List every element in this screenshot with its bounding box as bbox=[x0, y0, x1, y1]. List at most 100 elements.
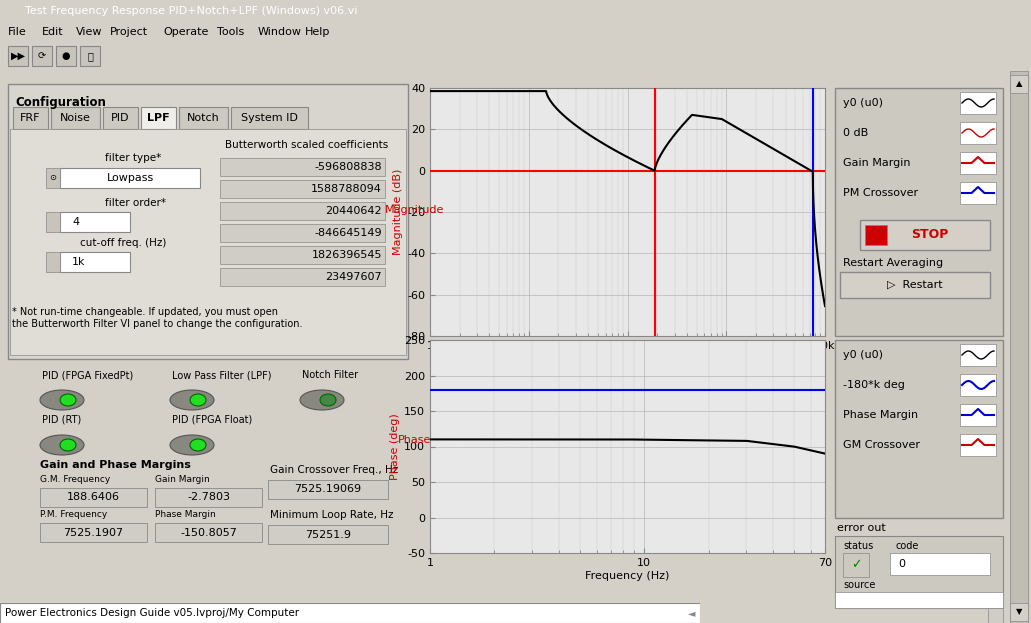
Text: 4: 4 bbox=[72, 217, 79, 227]
Bar bbox=[10, 129, 406, 355]
Text: 23497607: 23497607 bbox=[326, 272, 383, 282]
Bar bbox=[1010, 603, 1028, 621]
Text: 1k: 1k bbox=[72, 257, 86, 267]
X-axis label: Frequency (Hz): Frequency (Hz) bbox=[586, 571, 670, 581]
Text: Phase Margin: Phase Margin bbox=[843, 410, 919, 420]
Bar bbox=[32, 46, 52, 66]
Bar bbox=[890, 553, 990, 575]
Bar bbox=[46, 168, 60, 188]
Bar bbox=[155, 488, 262, 507]
Text: 1826396545: 1826396545 bbox=[311, 250, 383, 260]
Text: Configuration: Configuration bbox=[15, 96, 106, 109]
Bar bbox=[40, 488, 147, 507]
Ellipse shape bbox=[190, 439, 206, 451]
Bar bbox=[220, 158, 385, 176]
Bar bbox=[840, 272, 990, 298]
Text: Phase: Phase bbox=[398, 435, 432, 445]
Bar bbox=[835, 88, 1003, 336]
Text: filter order*: filter order* bbox=[105, 198, 166, 208]
Bar bbox=[960, 122, 996, 144]
Text: error out: error out bbox=[837, 523, 886, 533]
Bar bbox=[46, 212, 60, 232]
Ellipse shape bbox=[40, 390, 84, 410]
Text: Power Electronics Design Guide v05.lvproj/My Computer: Power Electronics Design Guide v05.lvpro… bbox=[5, 608, 299, 618]
Text: Gain and Phase Margins: Gain and Phase Margins bbox=[40, 460, 191, 470]
Ellipse shape bbox=[60, 439, 76, 451]
Bar bbox=[988, 608, 1003, 623]
Text: Gain Margin: Gain Margin bbox=[155, 475, 209, 484]
Text: File: File bbox=[8, 27, 27, 37]
Text: code: code bbox=[895, 541, 919, 551]
Bar bbox=[220, 202, 385, 220]
Bar bbox=[960, 434, 996, 456]
Bar bbox=[40, 523, 147, 542]
Bar bbox=[865, 225, 887, 245]
Bar bbox=[46, 252, 60, 272]
Bar bbox=[835, 536, 1003, 608]
Text: View: View bbox=[76, 27, 102, 37]
Ellipse shape bbox=[320, 394, 336, 406]
Ellipse shape bbox=[190, 394, 206, 406]
Text: Restart Averaging: Restart Averaging bbox=[843, 258, 943, 268]
Bar bbox=[141, 107, 176, 129]
Text: -180*k deg: -180*k deg bbox=[843, 380, 905, 390]
Bar bbox=[960, 344, 996, 366]
Bar bbox=[56, 46, 76, 66]
Text: 20440642: 20440642 bbox=[326, 206, 383, 216]
Text: ⟳: ⟳ bbox=[38, 51, 46, 61]
Text: ⏸: ⏸ bbox=[87, 51, 93, 61]
Text: Minimum Loop Rate, Hz: Minimum Loop Rate, Hz bbox=[270, 510, 394, 520]
Bar bbox=[960, 182, 996, 204]
Text: ▶▶: ▶▶ bbox=[10, 51, 26, 61]
Text: Noise: Noise bbox=[60, 113, 91, 123]
Text: -150.8057: -150.8057 bbox=[180, 528, 237, 538]
Bar bbox=[960, 152, 996, 174]
Bar bbox=[220, 180, 385, 198]
Bar bbox=[8, 46, 28, 66]
Bar bbox=[843, 553, 869, 577]
Text: LPF: LPF bbox=[147, 113, 170, 123]
Text: Phase Margin: Phase Margin bbox=[155, 510, 215, 519]
Text: Gain Margin: Gain Margin bbox=[843, 158, 910, 168]
Text: Operate: Operate bbox=[164, 27, 209, 37]
Text: PID (FPGA FixedPt): PID (FPGA FixedPt) bbox=[42, 370, 133, 380]
Text: PM Crossover: PM Crossover bbox=[843, 188, 919, 198]
Text: ▲: ▲ bbox=[1016, 80, 1023, 88]
Text: ●: ● bbox=[62, 51, 70, 61]
Text: y0 (u0): y0 (u0) bbox=[843, 350, 883, 360]
Text: PID (RT): PID (RT) bbox=[42, 415, 81, 425]
Y-axis label: Phase (deg): Phase (deg) bbox=[390, 413, 400, 480]
Text: -596808838: -596808838 bbox=[314, 162, 383, 172]
Bar bbox=[1010, 71, 1028, 623]
Text: Help: Help bbox=[304, 27, 330, 37]
Text: y0 (u0): y0 (u0) bbox=[843, 98, 883, 108]
Text: * Not run-time changeable. If updated, you must open
the Butterworth Filter VI p: * Not run-time changeable. If updated, y… bbox=[12, 307, 302, 328]
Text: Butterworth scaled coefficients: Butterworth scaled coefficients bbox=[225, 140, 389, 150]
Text: P.M. Frequency: P.M. Frequency bbox=[40, 510, 107, 519]
Ellipse shape bbox=[170, 390, 214, 410]
Bar bbox=[51, 107, 100, 129]
Bar bbox=[60, 212, 130, 232]
Bar bbox=[155, 523, 262, 542]
Text: PID (FPGA Float): PID (FPGA Float) bbox=[172, 415, 253, 425]
Bar bbox=[220, 224, 385, 242]
Bar bbox=[860, 220, 990, 250]
Text: filter type*: filter type* bbox=[105, 153, 161, 163]
Text: ◄: ◄ bbox=[688, 608, 695, 618]
Text: FRF: FRF bbox=[21, 113, 41, 123]
Text: GM Crossover: GM Crossover bbox=[843, 440, 920, 450]
Text: G.M. Frequency: G.M. Frequency bbox=[40, 475, 110, 484]
Ellipse shape bbox=[170, 435, 214, 455]
Text: Edit: Edit bbox=[42, 27, 64, 37]
Bar bbox=[960, 92, 996, 114]
Text: System ID: System ID bbox=[241, 113, 298, 123]
Text: Low Pass Filter (LPF): Low Pass Filter (LPF) bbox=[172, 370, 271, 380]
Text: Window: Window bbox=[258, 27, 301, 37]
Text: Notch Filter: Notch Filter bbox=[302, 370, 358, 380]
Text: 7525.1907: 7525.1907 bbox=[64, 528, 124, 538]
Text: ▼: ▼ bbox=[1016, 607, 1023, 617]
Text: ✓: ✓ bbox=[851, 558, 861, 571]
Text: 75251.9: 75251.9 bbox=[305, 530, 351, 540]
X-axis label: Frequency (Hz): Frequency (Hz) bbox=[586, 354, 670, 364]
Text: Notch: Notch bbox=[187, 113, 220, 123]
